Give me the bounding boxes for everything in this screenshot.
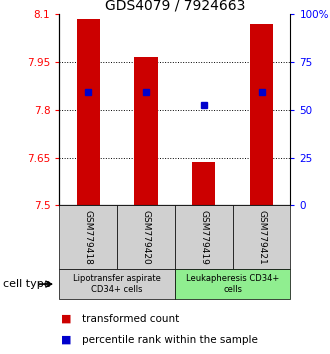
Text: ■: ■ — [61, 335, 71, 345]
Text: ■: ■ — [61, 314, 71, 324]
Bar — [192, 162, 215, 205]
Text: transformed count: transformed count — [82, 314, 180, 324]
Title: GDS4079 / 7924663: GDS4079 / 7924663 — [105, 0, 245, 13]
Text: GSM779420: GSM779420 — [142, 210, 150, 264]
Text: Leukapheresis CD34+
cells: Leukapheresis CD34+ cells — [186, 274, 279, 294]
Bar — [250, 24, 273, 205]
Bar — [135, 57, 158, 205]
Text: GSM779419: GSM779419 — [199, 210, 208, 265]
Text: cell type: cell type — [3, 279, 51, 289]
Text: GSM779421: GSM779421 — [257, 210, 266, 264]
Text: Lipotransfer aspirate
CD34+ cells: Lipotransfer aspirate CD34+ cells — [73, 274, 161, 294]
Text: GSM779418: GSM779418 — [84, 210, 93, 265]
Bar — [77, 19, 100, 205]
Text: percentile rank within the sample: percentile rank within the sample — [82, 335, 258, 345]
